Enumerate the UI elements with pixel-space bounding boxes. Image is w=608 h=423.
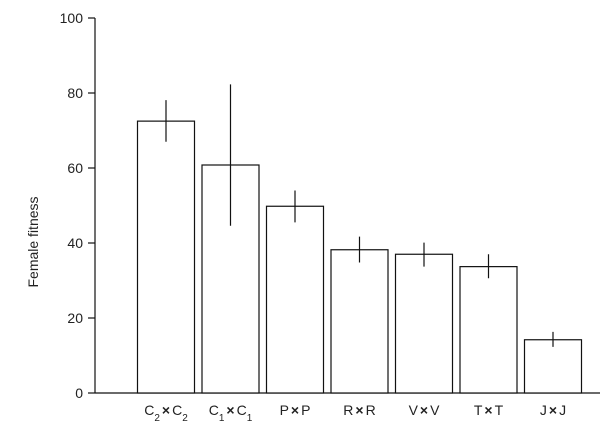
- x-tick-label: J × J: [540, 402, 566, 418]
- label-part: ×: [549, 402, 557, 418]
- label-part: T: [474, 402, 483, 418]
- y-tick-label: 0: [75, 385, 83, 401]
- y-tick-label: 80: [67, 85, 83, 101]
- bar: [136, 120, 196, 394]
- label-part: ×: [355, 402, 363, 418]
- label-part: C: [172, 402, 182, 418]
- x-tick-label: C2 × C2: [144, 402, 188, 423]
- y-tick-label: 40: [67, 235, 83, 251]
- bar: [523, 339, 583, 394]
- label-subscript: 2: [154, 413, 160, 423]
- x-tick-label: V × V: [409, 402, 441, 418]
- label-part: P: [280, 402, 289, 418]
- label-part: P: [301, 402, 310, 418]
- y-tick-label: 20: [67, 310, 83, 326]
- label-subscript: 1: [219, 413, 225, 423]
- bar: [330, 249, 389, 394]
- x-tick-labels: C2 × C2 C1 × C1 P × P R × R V × V T × T J × J: [144, 402, 566, 423]
- label-subscript: 2: [182, 413, 188, 423]
- error-bars: [165, 84, 554, 347]
- label-part: ×: [226, 402, 234, 418]
- label-part: V: [430, 402, 440, 418]
- label-part: C: [209, 402, 219, 418]
- label-part: J: [540, 402, 547, 418]
- x-tick-label: C1 × C1: [209, 402, 253, 423]
- bar: [394, 253, 454, 394]
- label-part: V: [409, 402, 419, 418]
- x-tick-label: T × T: [474, 402, 504, 418]
- x-tick-label: P × P: [280, 402, 311, 418]
- x-tick-label: R × R: [343, 402, 375, 418]
- bar: [459, 266, 518, 394]
- y-axis: 0 20 40 60 80 100: [60, 10, 96, 401]
- label-part: J: [559, 402, 566, 418]
- y-tick-label: 60: [67, 160, 83, 176]
- label-part: C: [144, 402, 154, 418]
- label-subscript: 1: [247, 413, 253, 423]
- label-part: R: [343, 402, 353, 418]
- label-part: ×: [484, 402, 492, 418]
- label-part: ×: [162, 402, 170, 418]
- label-part: C: [237, 402, 247, 418]
- label-part: R: [366, 402, 376, 418]
- label-part: ×: [420, 402, 428, 418]
- label-part: ×: [291, 402, 299, 418]
- y-axis-title: Female fitness: [25, 196, 41, 287]
- label-part: T: [495, 402, 504, 418]
- bar: [265, 205, 325, 394]
- y-tick-label: 100: [60, 10, 84, 26]
